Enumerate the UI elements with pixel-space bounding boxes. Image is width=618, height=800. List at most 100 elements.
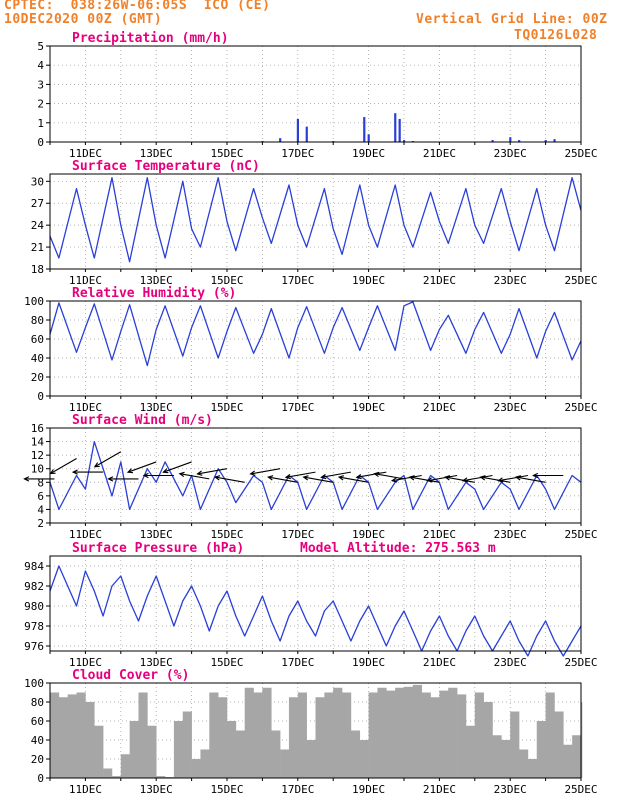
x-tick-label: 19DEC xyxy=(352,656,385,669)
x-tick-label: 25DEC xyxy=(564,401,597,414)
wind-arrow xyxy=(215,476,245,483)
x-tick-label: 11DEC xyxy=(69,783,102,796)
wind-arrow xyxy=(427,474,458,482)
y-tick-label: 2 xyxy=(37,98,44,111)
precip-bar xyxy=(363,117,366,142)
y-tick-label: 4 xyxy=(37,59,44,72)
panel-frame xyxy=(49,427,582,524)
y-tick-label: 982 xyxy=(24,580,44,593)
wind-arrow xyxy=(285,471,316,478)
precip-bar xyxy=(491,140,494,142)
run-date-label: 10DEC2020 00Z (GMT) xyxy=(4,12,163,27)
x-tick-label: 11DEC xyxy=(69,656,102,669)
wind-arrow-head xyxy=(267,475,274,481)
precip-bar xyxy=(553,139,556,142)
precip-bar xyxy=(518,140,521,142)
wind-arrow xyxy=(321,471,351,478)
x-tick-label: 13DEC xyxy=(140,783,173,796)
cloud-bar xyxy=(581,702,583,778)
x-tick-label: 19DEC xyxy=(352,401,385,414)
wind-arrow xyxy=(392,474,422,482)
x-tick-label: 25DEC xyxy=(564,274,597,287)
wind-arrow xyxy=(356,471,387,478)
wind-arrow-head xyxy=(479,475,486,481)
wind-arrow-head xyxy=(23,476,30,482)
y-tick-label: 18 xyxy=(31,263,44,276)
cloud-bar xyxy=(94,725,104,778)
cloud-bar xyxy=(280,749,290,778)
x-tick-label: 11DEC xyxy=(69,147,102,160)
wind-arrow-head xyxy=(373,471,380,478)
x-tick-label: 17DEC xyxy=(281,147,314,160)
y-tick-label: 80 xyxy=(31,696,44,709)
cloud-bar xyxy=(200,749,210,778)
x-tick-label: 17DEC xyxy=(281,401,314,414)
y-tick-label: 12 xyxy=(31,449,44,462)
wind-arrow xyxy=(197,468,228,475)
vertical-grid-label: Vertical Grid Line: 00Z xyxy=(416,12,608,27)
precip-bar xyxy=(403,140,406,142)
cloud-bar xyxy=(430,697,440,778)
cloud-bar xyxy=(244,687,254,778)
panel-title: Cloud Cover (%) xyxy=(72,668,189,683)
y-tick-label: 30 xyxy=(31,175,44,188)
precip-bar xyxy=(509,137,512,142)
cloud-bar xyxy=(218,697,228,778)
y-tick-label: 0 xyxy=(37,772,44,785)
wind-arrow xyxy=(250,468,281,475)
wind-arrow-head xyxy=(93,462,100,468)
series-line xyxy=(49,565,582,657)
x-tick-label: 23DEC xyxy=(494,528,527,541)
cloud-bar xyxy=(527,759,538,778)
x-tick-label: 11DEC xyxy=(69,401,102,414)
y-tick-label: 16 xyxy=(31,422,44,435)
wind-arrow-head xyxy=(249,470,256,476)
cloud-bar xyxy=(536,721,546,778)
wind-arrow-head xyxy=(49,469,56,475)
x-tick-label: 15DEC xyxy=(210,528,243,541)
model-label: TQ0126L028 xyxy=(514,28,598,43)
y-tick-label: 8 xyxy=(37,476,44,489)
precip-bar xyxy=(398,118,401,142)
cloud-bar xyxy=(474,692,484,778)
y-tick-label: 40 xyxy=(31,734,44,747)
wind-arrow-head xyxy=(461,477,468,483)
cloud-bar xyxy=(519,749,529,778)
wind-arrow-head xyxy=(213,475,221,481)
x-tick-label: 19DEC xyxy=(352,783,385,796)
cloud-bar xyxy=(209,692,219,778)
wind-arrow xyxy=(163,461,192,473)
y-tick-label: 6 xyxy=(37,490,44,503)
cloud-bar xyxy=(67,694,77,778)
cloud-bar xyxy=(138,692,148,778)
wind-arrow-head xyxy=(142,472,149,479)
cloud-bar xyxy=(572,735,582,778)
panel-title: Surface Pressure (hPa) xyxy=(72,541,244,556)
wind-arrow-head xyxy=(302,475,309,481)
chart-header: CPTEC: 038:26W-06:05S ICO (CE) 10DEC2020… xyxy=(0,0,618,46)
panel-frame xyxy=(49,555,582,652)
wind-arrow-head xyxy=(126,468,134,474)
precip-bar xyxy=(367,134,370,142)
cloud-bar xyxy=(315,697,325,778)
cloud-bar xyxy=(191,759,201,778)
panel-title: Surface Temperature (nC) xyxy=(72,159,260,174)
x-tick-label: 23DEC xyxy=(494,401,527,414)
wind-arrow xyxy=(462,474,493,482)
y-tick-label: 978 xyxy=(24,620,44,633)
x-tick-label: 25DEC xyxy=(564,147,597,160)
y-tick-label: 2 xyxy=(37,517,44,530)
x-tick-label: 13DEC xyxy=(140,147,173,160)
y-tick-label: 100 xyxy=(24,295,44,308)
wind-arrow-head xyxy=(320,473,327,480)
y-tick-label: 10 xyxy=(31,463,44,476)
precip-bar xyxy=(394,113,397,142)
location-label: CPTEC: 038:26W-06:05S ICO (CE) xyxy=(4,0,271,13)
panel-title: Precipitation (mm/h) xyxy=(72,31,229,46)
cloud-bar xyxy=(421,692,431,778)
cloud-bar xyxy=(50,692,60,778)
x-tick-label: 17DEC xyxy=(281,274,314,287)
wind-arrow-head xyxy=(162,468,169,474)
x-tick-label: 11DEC xyxy=(69,528,102,541)
